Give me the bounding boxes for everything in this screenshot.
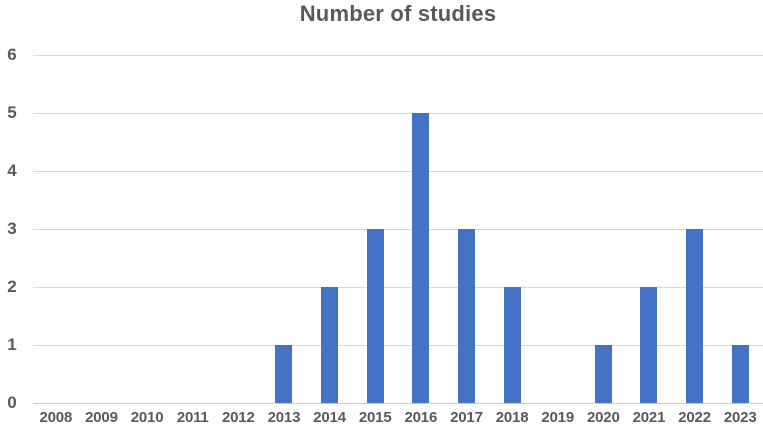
gridline-y-3 xyxy=(33,228,763,230)
bar-2021 xyxy=(640,287,658,403)
y-tick-label-4: 4 xyxy=(7,161,17,180)
gridline-y-5 xyxy=(33,112,763,114)
x-tick-label-2013: 2013 xyxy=(267,409,301,426)
x-tick-label-2016: 2016 xyxy=(404,409,438,426)
x-tick-label-2009: 2009 xyxy=(85,409,118,426)
bar-2018 xyxy=(503,287,521,403)
gridline-y-1 xyxy=(33,344,763,346)
x-tick-label-2015: 2015 xyxy=(358,409,392,426)
y-tick-label-5: 5 xyxy=(7,103,17,122)
y-axis: 0 1 2 3 4 5 6 xyxy=(0,0,24,435)
bar-2015 xyxy=(366,229,384,403)
bar-2014 xyxy=(321,287,339,403)
bar-2023 xyxy=(731,345,749,403)
x-tick-label-2014: 2014 xyxy=(313,409,346,426)
x-tick-label-2010: 2010 xyxy=(130,409,164,426)
gridline-y-4 xyxy=(33,170,763,172)
x-tick-label-2017: 2017 xyxy=(450,409,483,426)
gridline-y-0 xyxy=(33,402,763,404)
x-tick-label-2011: 2011 xyxy=(176,409,209,426)
x-tick-label-2018: 2018 xyxy=(495,409,529,426)
y-tick-label-0: 0 xyxy=(7,393,17,412)
x-tick-label-2023: 2023 xyxy=(723,409,757,426)
bar-2017 xyxy=(457,229,475,403)
x-tick-label-2019: 2019 xyxy=(541,409,574,426)
gridline-y-6 xyxy=(33,54,763,56)
x-tick-label-2022: 2022 xyxy=(678,409,711,426)
x-tick-label-2021: 2021 xyxy=(632,409,666,426)
bar-2020 xyxy=(594,345,612,403)
x-axis: 2008 2009 2010 2011 2012 2013 2014 2015 2016 2017… xyxy=(33,408,763,430)
chart-title: Number of studies xyxy=(299,1,497,26)
bar-2016 xyxy=(412,113,430,403)
y-tick-label-6: 6 xyxy=(7,45,17,64)
x-tick-label-2012: 2012 xyxy=(222,409,255,426)
plot-area xyxy=(33,54,763,404)
gridline-y-2 xyxy=(33,286,763,288)
y-tick-label-3: 3 xyxy=(7,219,17,238)
y-tick-label-1: 1 xyxy=(7,335,17,354)
x-tick-label-2008: 2008 xyxy=(39,409,73,426)
bar-2022 xyxy=(686,229,704,403)
bar-2013 xyxy=(275,345,293,403)
y-tick-label-2: 2 xyxy=(7,277,17,296)
x-tick-label-2020: 2020 xyxy=(587,409,620,426)
